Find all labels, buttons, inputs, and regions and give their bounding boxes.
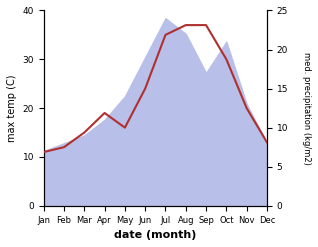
- X-axis label: date (month): date (month): [114, 230, 197, 240]
- Y-axis label: med. precipitation (kg/m2): med. precipitation (kg/m2): [302, 52, 311, 165]
- Y-axis label: max temp (C): max temp (C): [7, 74, 17, 142]
